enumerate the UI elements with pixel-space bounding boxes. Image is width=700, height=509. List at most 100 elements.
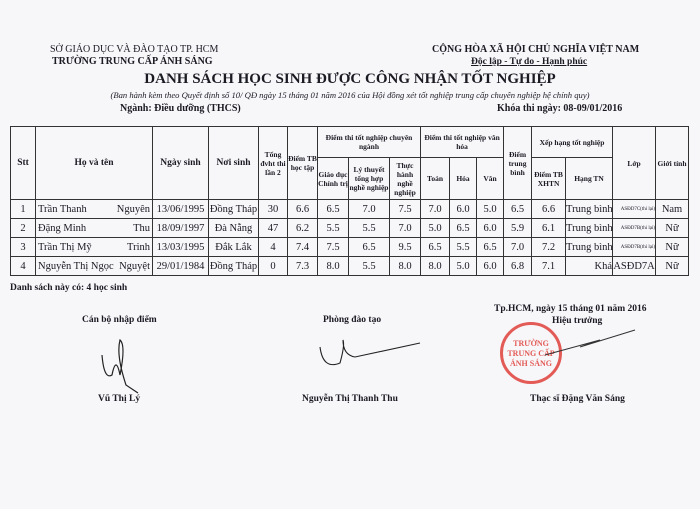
cell-class: ASĐD7A xyxy=(612,256,657,276)
motto: Độc lập - Tự do - Hạnh phúc xyxy=(471,57,588,67)
header-practice: Thực hành nghề nghiệp xyxy=(388,157,422,200)
first-name: Nguyên xyxy=(116,203,150,215)
table-row: 3 Trần Thị Mỹ Trinh 13/03/1995 Đắk Lắk 4 7.4 7.… xyxy=(10,237,690,257)
cell-lit: 6.5 xyxy=(476,237,505,257)
cell-pob: Đồng Tháp xyxy=(208,199,259,219)
cell-gender: Nữ xyxy=(655,256,690,276)
cell-rank: Trung bình xyxy=(565,199,614,219)
cell-gpa: 7.3 xyxy=(287,256,318,276)
first-name: Thu xyxy=(133,222,150,234)
cell-gender: Nam xyxy=(655,199,690,219)
first-name: Trinh xyxy=(127,241,150,253)
summary: Danh sách này có: 4 học sinh xyxy=(10,283,128,293)
signature-1 xyxy=(101,338,139,394)
cell-avg: 6.5 xyxy=(503,199,533,219)
cell-pob: Đồng Tháp xyxy=(208,256,259,276)
cell-class: ASĐD7B(thi lại) xyxy=(612,218,657,238)
cell-rank: Trung bình xyxy=(565,218,614,238)
cell-chem: 6.5 xyxy=(449,218,478,238)
cell-name: Nguyễn Thị Ngọc Nguyệt xyxy=(35,256,153,276)
table-row: 4 Nguyễn Thị Ngọc Nguyệt 29/01/1984 Đồng Thá… xyxy=(10,256,690,276)
cell-theory: 6.5 xyxy=(348,237,390,257)
header-group-rank: Xếp hạng tốt nghiệp xyxy=(531,126,614,158)
cell-total: 47 xyxy=(258,218,288,238)
table-row: 1 Trần Thanh Nguyên 13/06/1995 Đồng Tháp 30 6.… xyxy=(10,199,690,219)
header-stt: Stt xyxy=(10,126,36,200)
document-subtitle: (Ban hành kèm theo Quyết định số 10/ QĐ … xyxy=(110,90,590,100)
last-name: Nguyễn Thị Ngọc xyxy=(38,260,114,272)
header-gender: Giới tính xyxy=(655,126,690,200)
name-data-entry: Vũ Thị Lý xyxy=(98,394,141,404)
cell-rank: Trung bình xyxy=(565,237,614,257)
cell-theory: 7.0 xyxy=(348,199,390,219)
header-group-major: Điểm thi tốt nghiệp chuyên ngành xyxy=(316,126,422,158)
cell-xhtn: 6.1 xyxy=(531,218,567,238)
cell-math: 8.0 xyxy=(420,256,451,276)
cell-xhtn: 7.2 xyxy=(531,237,567,257)
signature-3 xyxy=(544,329,636,356)
header-dob: Ngày sinh xyxy=(152,126,209,200)
graduates-table: Stt Họ và tên Ngày sinh Nơi sinh Tổng đv… xyxy=(10,126,690,276)
cell-name: Trần Thanh Nguyên xyxy=(35,199,153,219)
cell-avg: 6.8 xyxy=(503,256,533,276)
cell-total: 0 xyxy=(258,256,288,276)
cell-theory: 5.5 xyxy=(348,256,390,276)
exam-date: Khóa thi ngày: 08-09/01/2016 xyxy=(497,103,623,114)
cell-chem: 5.5 xyxy=(449,237,478,257)
cell-class: ASĐD7B(thi lại) xyxy=(612,237,657,257)
signature-2 xyxy=(319,339,421,366)
cell-math: 5.0 xyxy=(420,218,451,238)
role-training-office: Phòng đào tạo xyxy=(323,315,382,325)
name-principal: Thạc sĩ Đặng Văn Sáng xyxy=(530,394,625,404)
header-rank: Hạng TN xyxy=(565,157,614,200)
school-stamp: TRƯỜNG TRUNG CẤP ÁNH SÁNG xyxy=(500,322,562,384)
cell-practice: 9.5 xyxy=(388,237,422,257)
header-theory: Lý thuyết tổng hợp nghề nghiệp xyxy=(348,157,390,200)
cell-gender: Nữ xyxy=(655,237,690,257)
header-math: Toán xyxy=(420,157,451,200)
country-name: CỘNG HÒA XÃ HỘI CHỦ NGHĨA VIỆT NAM xyxy=(432,44,640,55)
school-name: TRƯỜNG TRUNG CẤP ÁNH SÁNG xyxy=(52,56,213,67)
cell-lit: 6.0 xyxy=(476,218,505,238)
cell-name: Trần Thị Mỹ Trinh xyxy=(35,237,153,257)
cell-politics: 5.5 xyxy=(317,218,349,238)
name-training-office: Nguyễn Thị Thanh Thu xyxy=(302,394,398,404)
cell-dob: 18/09/1997 xyxy=(152,218,209,238)
first-name: Nguyệt xyxy=(119,260,150,272)
header-chem: Hóa xyxy=(449,157,478,200)
header-politics: Giáo dục Chính trị xyxy=(317,157,349,200)
cell-stt: 1 xyxy=(10,199,36,219)
last-name: Trần Thị Mỹ xyxy=(38,241,92,253)
cell-math: 6.5 xyxy=(420,237,451,257)
cell-practice: 8.0 xyxy=(388,256,422,276)
cell-dob: 13/06/1995 xyxy=(152,199,209,219)
table-row: 2 Đặng Minh Thu 18/09/1997 Đà Nẵng 47 6.2 5.5 5.… xyxy=(10,218,690,238)
header-pob: Nơi sinh xyxy=(208,126,259,200)
last-name: Đặng Minh xyxy=(38,222,87,234)
cell-avg: 7.0 xyxy=(503,237,533,257)
major: Ngành: Điều dưỡng (THCS) xyxy=(120,103,241,114)
cell-total: 30 xyxy=(258,199,288,219)
cell-politics: 7.5 xyxy=(317,237,349,257)
cell-stt: 3 xyxy=(10,237,36,257)
cell-math: 7.0 xyxy=(420,199,451,219)
cell-xhtn: 7.1 xyxy=(531,256,567,276)
cell-avg: 5.9 xyxy=(503,218,533,238)
header-avg: Điểm trung bình xyxy=(503,126,533,200)
cell-theory: 5.5 xyxy=(348,218,390,238)
cell-xhtn: 6.6 xyxy=(531,199,567,219)
cell-practice: 7.0 xyxy=(388,218,422,238)
cell-practice: 7.5 xyxy=(388,199,422,219)
cell-pob: Đà Nẵng xyxy=(208,218,259,238)
department-name: SỞ GIÁO DỤC VÀ ĐÀO TẠO TP. HCM xyxy=(50,44,219,55)
cell-stt: 4 xyxy=(10,256,36,276)
cell-gpa: 6.2 xyxy=(287,218,318,238)
header-name: Họ và tên xyxy=(35,126,153,200)
cell-gender: Nữ xyxy=(655,218,690,238)
header-group-culture: Điểm thi tốt nghiệp văn hóa xyxy=(420,126,505,158)
cell-rank: Khá xyxy=(565,256,614,276)
header-lit: Văn xyxy=(476,157,505,200)
cell-chem: 5.0 xyxy=(449,256,478,276)
cell-politics: 6.5 xyxy=(317,199,349,219)
cell-gpa: 7.4 xyxy=(287,237,318,257)
